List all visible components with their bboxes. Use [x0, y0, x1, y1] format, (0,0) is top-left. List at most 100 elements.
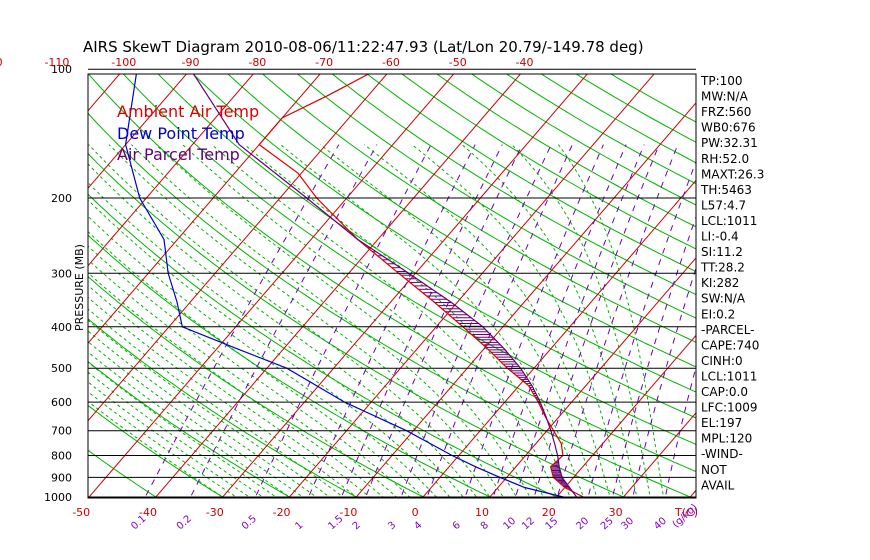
top-temp-tick--100: -100 [111, 56, 136, 69]
moist-adiabat-34 [511, 144, 651, 498]
index-item: MPL:120 [701, 432, 752, 446]
moist-adiabat-20 [211, 144, 558, 498]
bottom-temp-tick-20: 20 [542, 506, 556, 519]
isotherm--50 [88, 74, 455, 498]
dry-adiabat--50 [88, 495, 92, 498]
mixing-ratio-lines [144, 144, 696, 498]
index-item: MAXT:26.3 [701, 167, 764, 181]
pressure-tick-500: 500 [51, 362, 72, 375]
isotherm--40 [154, 74, 522, 498]
isotherm-10 [488, 257, 696, 498]
dry-adiabat-80 [192, 74, 696, 393]
dry-adiabat-180 [540, 74, 696, 164]
pressure-tick-600: 600 [51, 396, 72, 409]
x-axis-label: T(C) [674, 506, 698, 519]
isobars [88, 68, 696, 498]
temperature-line [258, 74, 584, 498]
top-temp-tick--110: -110 [44, 56, 69, 69]
isotherms [0, 60, 696, 506]
mixing-ratio-tick-20: 20 [574, 516, 591, 533]
isotherm--20 [287, 74, 655, 498]
mixing-ratio-tick-6: 6 [451, 520, 463, 532]
mixing-ratio-tick-1: 1 [293, 520, 305, 532]
index-item: RH:52.0 [701, 152, 749, 166]
index-item: WB0:676 [701, 121, 756, 135]
legend-ambient-air-temp: Ambient Air Temp [117, 102, 259, 121]
dry-adiabat-50 [88, 74, 696, 473]
dry-adiabat-70 [157, 74, 696, 419]
bottom-temp-tick-10: 10 [475, 506, 489, 519]
mixing-ratio-tick-2: 2 [351, 520, 363, 532]
index-item: CINH:0 [701, 354, 743, 368]
top-temp-tick--90: -90 [182, 56, 200, 69]
bottom-temp-tick-0: 0 [412, 506, 419, 519]
mixing-ratio-line-1.5 [340, 144, 503, 498]
pressure-tick-900: 900 [51, 471, 72, 484]
dry-adiabat-130 [366, 74, 696, 273]
mixing-ratio-tick-3: 3 [386, 520, 398, 532]
index-item: TP:100 [700, 74, 743, 88]
index-item: -PARCEL- [701, 323, 755, 337]
isotherm--110 [0, 60, 65, 506]
pressure-tick-200: 200 [51, 192, 72, 205]
mixing-ratio-tick-4: 4 [412, 520, 424, 532]
top-temp-tick--70: -70 [315, 56, 333, 69]
bottom-temp-tick--50: -50 [72, 506, 90, 519]
top-temperature-tick-labels: -120 -110 -100 -90 -80 -70 -60 -50 -40 [0, 56, 534, 69]
dry-adiabats [88, 74, 696, 498]
isotherm--10 [354, 102, 696, 498]
mixing-ratio-tick-10: 10 [501, 516, 518, 533]
mixing-ratio-line-6 [464, 144, 604, 498]
dry-adiabat-110 [296, 74, 696, 319]
isotherm--90 [88, 74, 188, 190]
legend-dew-point-temp: Dew Point Temp [117, 124, 245, 143]
top-temp-tick--60: -60 [382, 56, 400, 69]
top-temp-tick--80: -80 [248, 56, 266, 69]
index-item: -WIND- [701, 447, 743, 461]
chart-title: AIRS SkewT Diagram 2010-08-06/11:22:47.9… [83, 38, 644, 56]
index-item: LCL:1011 [701, 214, 757, 228]
bottom-temp-tick--10: -10 [339, 506, 357, 519]
legend-air-parcel-temp: Air Parcel Temp [117, 145, 240, 164]
dry-adiabat-10 [88, 234, 494, 498]
moist-adiabat-10 [88, 144, 492, 498]
dry-adiabat-140 [401, 74, 696, 250]
isotherm-20 [555, 334, 696, 498]
dry-adiabat--40 [88, 449, 159, 498]
isotherm-0 [421, 179, 696, 498]
dry-adiabat-170 [505, 74, 696, 185]
pressure-tick-100: 100 [51, 63, 72, 76]
mixing-ratio-tick-40: 40 [652, 516, 669, 533]
dry-adiabat-90 [227, 74, 696, 368]
bottom-temp-tick--30: -30 [206, 506, 224, 519]
pressure-tick-400: 400 [51, 321, 72, 334]
index-item: SW:N/A [701, 292, 746, 306]
mixing-ratio-tick-0.5: 0.5 [240, 513, 259, 532]
mixing-ratio-tick-8: 8 [479, 520, 491, 532]
index-item: SI:11.2 [701, 245, 743, 259]
dry-adiabat-160 [470, 74, 696, 206]
dry-adiabat--10 [88, 318, 360, 498]
bottom-temp-tick--40: -40 [139, 506, 157, 519]
dry-adiabat-20 [88, 193, 561, 498]
top-temp-tick--50: -50 [449, 56, 467, 69]
moist-adiabats [88, 144, 665, 498]
index-item: EI:0.2 [701, 307, 735, 321]
bottom-temp-tick--20: -20 [273, 506, 291, 519]
mixing-ratio-line-2 [364, 144, 523, 498]
dry-adiabat--30 [88, 404, 226, 498]
mixing-ratio-line-10 [514, 144, 645, 498]
pressure-tick-300: 300 [51, 267, 72, 280]
moist-adiabat--24 [88, 371, 266, 498]
dry-adiabat-60 [122, 74, 696, 445]
bottom-temp-tick-30: 30 [609, 506, 623, 519]
index-item: EL:197 [701, 416, 742, 430]
pressure-tick-800: 800 [51, 450, 72, 463]
index-item: MW:N/A [701, 90, 749, 104]
pressure-tick-700: 700 [51, 425, 72, 438]
bottom-temperature-tick-labels: -50 -40 -30 -20 -10 0 10 20 30 [72, 506, 622, 519]
index-item: FRZ:560 [701, 105, 751, 119]
dry-adiabat-100 [261, 74, 696, 343]
